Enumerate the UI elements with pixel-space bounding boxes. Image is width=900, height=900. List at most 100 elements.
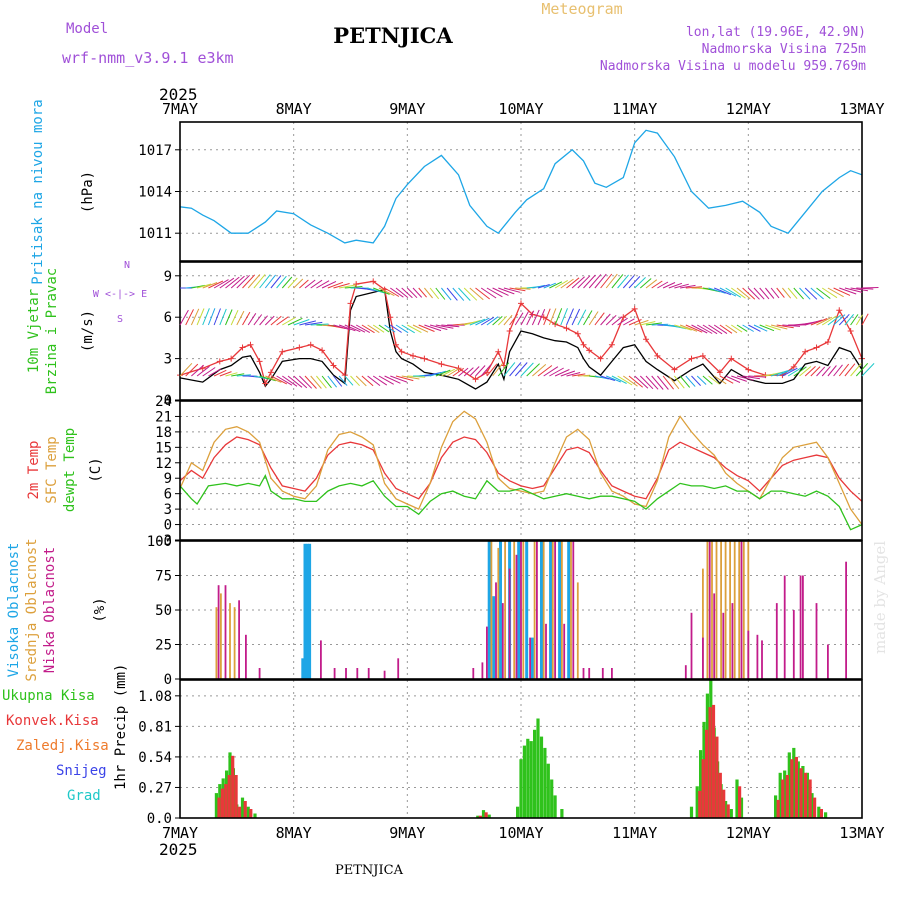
wind-arrow <box>623 318 635 326</box>
wind-arrow <box>355 375 367 387</box>
bar-niska-oblacnost <box>684 665 687 679</box>
wind-arrow <box>373 287 390 295</box>
bar-srednja-oblacnost <box>715 541 718 679</box>
bar-konvek-kisa <box>227 775 231 818</box>
gust-marker <box>353 281 360 288</box>
y-axis-unit: (%) <box>92 597 108 622</box>
wind-arrow <box>515 287 531 290</box>
wind-arrow <box>713 324 728 335</box>
precip-ylabel: 1hr Precip (mm) <box>113 664 129 790</box>
wind-arrow <box>526 310 535 326</box>
bar-niska-oblacnost <box>554 541 556 679</box>
wind-arrow <box>855 314 864 326</box>
y-tick-label: 1014 <box>138 185 172 201</box>
wind-arrow <box>418 287 427 298</box>
bar-srednja-oblacnost <box>533 541 536 679</box>
bar-konvek-kisa <box>237 806 242 818</box>
gust-marker <box>495 348 502 355</box>
wind-arrow <box>213 308 221 326</box>
wind-arrow <box>804 366 816 377</box>
wind-arrow <box>361 324 375 334</box>
wind-arrow <box>662 375 674 390</box>
bar-niska-oblacnost <box>529 637 531 679</box>
wind-arrow <box>185 363 199 377</box>
gust-marker <box>279 348 286 355</box>
bar-konvek-kisa <box>698 790 702 818</box>
wind-arrow <box>475 365 486 377</box>
bar-niska-oblacnost <box>563 623 566 679</box>
wind-arrow <box>407 375 426 378</box>
y-tick-label: 1017 <box>138 143 172 159</box>
wind-arrow <box>367 375 381 386</box>
wind-arrow <box>458 287 471 301</box>
wind-arrow <box>577 275 591 289</box>
wind-arrow <box>600 273 613 289</box>
wind-arrow <box>685 286 703 289</box>
wind-arrow <box>384 324 396 333</box>
bar-konvek-kisa <box>478 815 482 818</box>
wind-arrow <box>475 287 491 300</box>
wind-arrow <box>816 287 831 299</box>
wind-arrow <box>225 309 233 326</box>
wind-arrow <box>327 375 337 388</box>
model-name: wrf-nmm_v3.9.1 e3km <box>62 49 234 67</box>
wind-arrow <box>765 287 775 299</box>
wind-arrow <box>350 324 366 333</box>
wind-arrow <box>543 366 559 377</box>
bar-niska-oblacnost <box>536 541 538 679</box>
bar-ukupna-kisa <box>539 736 544 818</box>
wind-arrow <box>486 316 499 326</box>
wind-arrow <box>424 324 442 332</box>
bar-srednja-oblacnost <box>570 541 572 679</box>
wind-arrow <box>469 287 484 301</box>
wind-arrow <box>651 280 663 289</box>
bar-ukupna-kisa <box>240 797 245 818</box>
wind-arrow <box>799 366 812 377</box>
wind-arrow <box>685 324 703 333</box>
bar-konvek-kisa <box>705 729 709 818</box>
bar-niska-oblacnost <box>783 575 786 679</box>
wind-arrow <box>287 317 303 326</box>
wind-arrow <box>736 375 754 381</box>
wind-arrow <box>299 279 309 289</box>
gust-marker <box>688 355 695 362</box>
bar-visoka-oblacnost <box>303 543 307 679</box>
bar-niska-oblacnost <box>495 582 497 679</box>
wind-arrow <box>793 366 807 377</box>
gust-marker <box>216 358 223 365</box>
station-title: PETNJICA <box>333 23 453 48</box>
wind-arrow <box>196 283 212 289</box>
y-axis-unit: (m/s) <box>80 310 96 352</box>
y-axis-title: Srednja Oblacnost <box>24 538 40 681</box>
bar-srednja-oblacnost <box>497 547 500 679</box>
compass-label: W <-|-> E <box>93 289 147 300</box>
bar-niska-oblacnost <box>245 634 247 679</box>
bar-ukupna-kisa <box>824 812 828 818</box>
bar-konvek-kisa <box>803 772 808 818</box>
wind-arrow <box>304 321 323 326</box>
bar-visoka-oblacnost <box>540 541 543 679</box>
wind-arrows <box>179 273 879 390</box>
bar-srednja-oblacnost <box>551 541 554 679</box>
wind-arrow <box>623 375 638 387</box>
wind-arrow <box>339 284 357 289</box>
wind-arrow <box>503 314 513 326</box>
wind-arrow <box>611 274 624 289</box>
bar-srednja-oblacnost <box>738 541 741 679</box>
bar-ukupna-kisa <box>253 813 257 818</box>
x-tick-label-top: 11MAY <box>612 100 657 118</box>
gust-marker <box>716 369 723 376</box>
wind-arrow <box>770 324 788 330</box>
wind-arrow <box>640 321 656 326</box>
wind-arrow <box>674 283 689 289</box>
wind-arrow <box>441 287 452 301</box>
y-tick-label: 1011 <box>138 226 172 242</box>
wind-arrow <box>321 280 337 289</box>
wind-arrow <box>588 311 599 326</box>
bar-niska-oblacnost <box>545 623 547 679</box>
bar-ukupna-kisa <box>476 815 480 818</box>
x-tick-label-top: 10MAY <box>498 100 543 118</box>
bar-srednja-oblacnost <box>706 541 709 679</box>
wind-arrow <box>316 280 330 289</box>
bar-niska-oblacnost <box>224 585 227 679</box>
